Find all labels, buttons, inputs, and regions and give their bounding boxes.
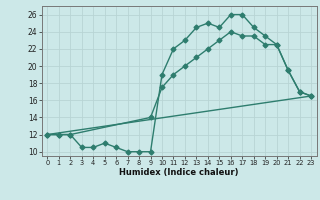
X-axis label: Humidex (Indice chaleur): Humidex (Indice chaleur) [119,168,239,177]
